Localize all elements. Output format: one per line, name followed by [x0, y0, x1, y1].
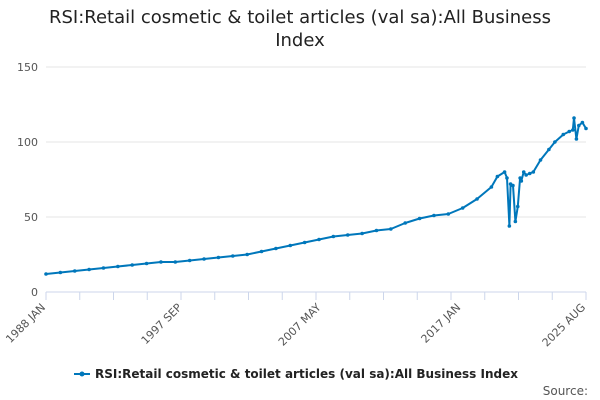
credits-text: Source:	[543, 384, 588, 398]
data-point[interactable]	[345, 233, 350, 237]
data-point[interactable]	[72, 269, 77, 273]
data-point[interactable]	[202, 257, 206, 261]
data-point[interactable]	[259, 249, 264, 254]
data-point[interactable]	[572, 116, 576, 120]
data-point[interactable]	[505, 176, 509, 180]
data-point[interactable]	[515, 204, 520, 209]
data-point[interactable]	[374, 228, 379, 233]
data-point[interactable]	[519, 179, 524, 183]
data-point[interactable]	[245, 252, 249, 257]
data-point[interactable]	[389, 227, 393, 231]
data-point[interactable]	[331, 234, 336, 239]
data-point[interactable]	[230, 254, 235, 258]
data-point[interactable]	[527, 171, 532, 176]
data-point[interactable]	[580, 120, 585, 125]
data-point[interactable]	[116, 264, 120, 269]
y-tick-label: 0	[31, 286, 38, 299]
data-point[interactable]	[547, 147, 551, 152]
data-point[interactable]	[274, 246, 278, 251]
data-point[interactable]	[489, 185, 494, 189]
data-point[interactable]	[475, 197, 479, 201]
data-point[interactable]	[432, 213, 436, 218]
data-point[interactable]	[403, 221, 408, 225]
y-tick-label: 50	[24, 211, 38, 224]
data-point[interactable]	[317, 237, 321, 242]
data-point[interactable]	[511, 183, 515, 188]
data-point[interactable]	[567, 129, 572, 134]
x-tick-label: 1988 JAN	[3, 301, 48, 346]
data-point[interactable]	[561, 132, 566, 137]
data-point[interactable]	[58, 270, 63, 275]
data-point[interactable]	[577, 123, 581, 128]
data-point[interactable]	[130, 263, 135, 267]
data-point[interactable]	[571, 128, 575, 132]
data-point[interactable]	[531, 170, 536, 174]
chart-title: RSI:Retail cosmetic & toilet articles (v…	[48, 7, 552, 51]
data-point[interactable]	[44, 272, 48, 276]
x-tick-label: 1997 SEP	[139, 301, 185, 347]
data-point[interactable]	[101, 266, 106, 270]
data-point[interactable]	[288, 243, 293, 248]
data-point[interactable]	[524, 173, 528, 177]
series-line	[45, 117, 587, 275]
data-point[interactable]	[87, 267, 91, 272]
data-point[interactable]	[553, 140, 557, 144]
data-point[interactable]	[360, 231, 364, 236]
data-point[interactable]	[507, 224, 512, 228]
data-point[interactable]	[302, 240, 307, 245]
data-point[interactable]	[159, 260, 163, 264]
y-tick-label: 100	[17, 136, 38, 149]
data-point[interactable]	[144, 261, 149, 266]
data-point[interactable]	[538, 158, 543, 162]
data-point[interactable]	[513, 219, 518, 224]
data-point[interactable]	[518, 176, 522, 180]
data-point[interactable]	[216, 255, 221, 260]
legend-label[interactable]: RSI:Retail cosmetic & toilet articles (v…	[95, 367, 518, 381]
data-point[interactable]	[584, 126, 588, 131]
x-tick-label: 2025 AUG	[540, 301, 589, 350]
data-point[interactable]	[495, 174, 500, 179]
data-point[interactable]	[460, 206, 465, 210]
data-point[interactable]	[502, 170, 507, 174]
data-point[interactable]	[521, 170, 526, 174]
y-tick-label: 150	[17, 61, 38, 74]
data-point[interactable]	[417, 216, 422, 221]
data-point[interactable]	[173, 260, 178, 264]
data-point[interactable]	[446, 212, 451, 216]
legend-marker	[79, 371, 85, 377]
x-tick-label: 2007 MAY	[276, 301, 324, 349]
x-tick-label: 2017 JAN	[419, 301, 464, 346]
data-point[interactable]	[574, 137, 579, 141]
data-point[interactable]	[187, 258, 192, 263]
